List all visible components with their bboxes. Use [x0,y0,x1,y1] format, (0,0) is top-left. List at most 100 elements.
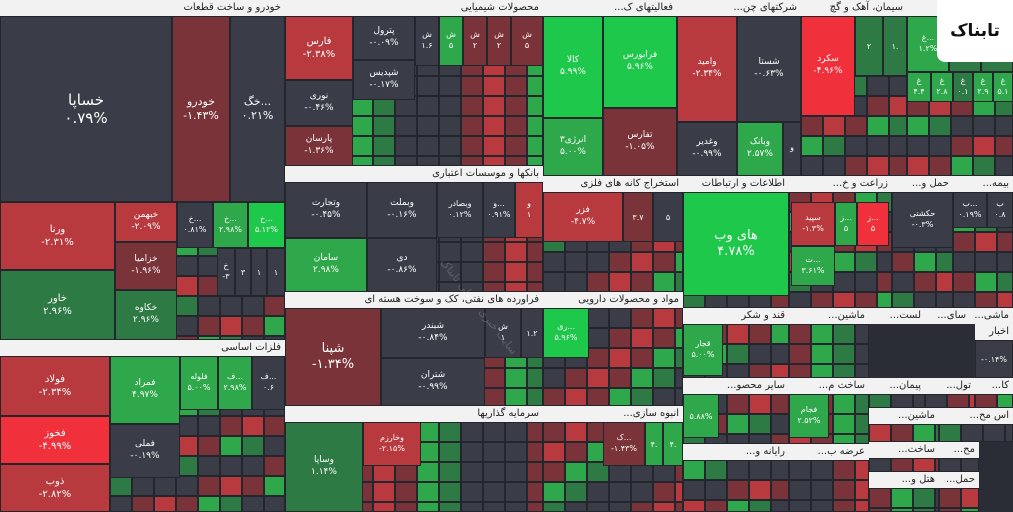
minor-stock-tile[interactable] [587,252,609,272]
minor-stock-tile[interactable] [527,442,543,462]
minor-stock-tile[interactable] [543,502,565,512]
minor-stock-tile[interactable] [913,394,925,408]
minor-stock-tile[interactable] [833,344,855,364]
stock-tile[interactable]: فزر -۴.۷% [543,192,623,242]
minor-stock-tile[interactable] [727,364,749,378]
minor-stock-tile[interactable] [771,414,789,434]
minor-stock-tile[interactable] [727,500,749,512]
minor-stock-tile[interactable] [997,394,1013,408]
stock-tile[interactable]: ۵.۸۸% [683,394,719,438]
stock-tile[interactable]: های وب ۴.۷۸% [683,192,789,296]
minor-stock-tile[interactable] [461,462,483,482]
minor-stock-tile[interactable] [675,272,683,292]
minor-stock-tile[interactable] [527,368,543,388]
minor-stock-tile[interactable] [997,272,1013,292]
stock-tile[interactable]: حکشتی -۰.۳% [892,192,953,248]
minor-stock-tile[interactable] [877,252,892,272]
minor-stock-tile[interactable] [653,348,675,368]
sector-title[interactable]: ساخت... [869,442,939,458]
minor-stock-tile[interactable] [505,502,527,512]
sector-title[interactable]: انبوه سازی... [543,406,683,422]
minor-stock-tile[interactable] [609,348,631,368]
stock-tile[interactable]: -۰.۱۴% [975,340,1013,378]
minor-stock-tile[interactable] [395,482,417,502]
minor-stock-tile[interactable] [505,442,527,462]
sector-title[interactable]: سای... [925,308,970,324]
minor-stock-tile[interactable] [811,500,833,512]
minor-stock-tile[interactable] [110,476,132,496]
minor-stock-tile[interactable] [587,308,609,328]
stock-tile[interactable]: ۱ [267,248,285,296]
minor-stock-tile[interactable] [855,500,869,512]
minor-stock-tile[interactable] [801,136,823,156]
minor-stock-tile[interactable] [936,292,953,308]
sector-kani[interactable]: کا... [975,378,1013,408]
minor-stock-tile[interactable] [505,482,527,502]
minor-stock-tile[interactable] [351,136,373,156]
minor-stock-tile[interactable] [929,156,951,176]
stock-tile[interactable]: فولاد -۲.۳۴% [0,356,110,416]
stock-tile[interactable]: وتجارت -۰.۴۵% [285,182,367,238]
sector-title[interactable]: فعالیتهای ک... [543,0,677,16]
minor-stock-tile[interactable] [683,500,705,512]
minor-stock-tile[interactable] [951,156,973,176]
stock-tile[interactable]: خ... ۵.۱۲% [248,202,285,248]
sector-title[interactable]: ساخت م... [789,378,869,394]
stock-tile[interactable]: فرابورس ۵.۹۶% [603,16,677,108]
minor-stock-tile[interactable] [889,96,907,116]
stock-tile[interactable]: وساپا ۱.۱۴% [285,422,363,512]
stock-tile[interactable]: وخارزم -۲.۱۵% [363,422,421,466]
minor-stock-tile[interactable] [855,434,869,444]
minor-stock-tile[interactable] [461,76,483,96]
stock-tile[interactable]: سکرد -۴.۹۶% [801,16,855,116]
stock-tile[interactable]: نوری -۰.۴۶% [285,80,353,126]
minor-stock-tile[interactable] [264,436,285,456]
stock-tile[interactable]: ش ۱.۶ [415,16,439,66]
minor-stock-tile[interactable] [461,502,483,512]
minor-stock-tile[interactable] [749,414,771,434]
stock-tile[interactable]: ۱.۲ [521,308,543,358]
minor-stock-tile[interactable] [461,116,483,136]
minor-stock-tile[interactable] [176,276,198,296]
stock-tile[interactable]: وامید -۲.۳۴% [677,16,737,122]
minor-stock-tile[interactable] [789,460,811,480]
stock-tile[interactable]: خاور ۲.۹۶% [0,270,115,340]
minor-stock-tile[interactable] [373,116,395,136]
minor-stock-tile[interactable] [823,156,845,176]
minor-stock-tile[interactable] [543,422,565,442]
minor-stock-tile[interactable] [220,316,242,336]
minor-stock-tile[interactable] [867,116,889,136]
minor-stock-tile[interactable] [417,462,439,482]
minor-stock-tile[interactable] [891,458,913,472]
minor-stock-tile[interactable] [914,252,936,272]
minor-stock-tile[interactable] [198,436,220,456]
minor-stock-tile[interactable] [543,482,565,502]
minor-stock-tile[interactable] [892,272,914,292]
sector-machine2[interactable]: ماشین... [869,408,939,442]
minor-stock-tile[interactable] [936,252,953,272]
sector-title[interactable]: تول... [925,378,975,394]
minor-stock-tile[interactable] [527,388,543,406]
minor-stock-tile[interactable] [483,96,505,116]
minor-stock-tile[interactable] [961,424,983,442]
sector-title[interactable]: فراورده های نفتی، کک و سوخت هسته ای [285,292,543,308]
minor-stock-tile[interactable] [505,76,527,96]
stock-tile[interactable]: و [783,122,801,176]
minor-stock-tile[interactable] [867,96,889,116]
minor-stock-tile[interactable] [461,262,483,282]
minor-stock-tile[interactable] [833,394,855,414]
minor-stock-tile[interactable] [869,394,891,408]
minor-stock-tile[interactable] [527,282,543,292]
stock-tile[interactable]: فلوله ۵.۰۰% [180,356,218,410]
stock-tile[interactable]: ۴. [663,422,683,466]
minor-stock-tile[interactable] [609,368,631,388]
stock-tile[interactable]: شپدیس -۰.۱۷% [353,60,415,100]
minor-stock-tile[interactable] [727,480,749,500]
minor-stock-tile[interactable] [417,76,439,96]
minor-stock-tile[interactable] [439,242,461,262]
minor-stock-tile[interactable] [483,76,505,96]
minor-stock-tile[interactable] [953,292,975,308]
